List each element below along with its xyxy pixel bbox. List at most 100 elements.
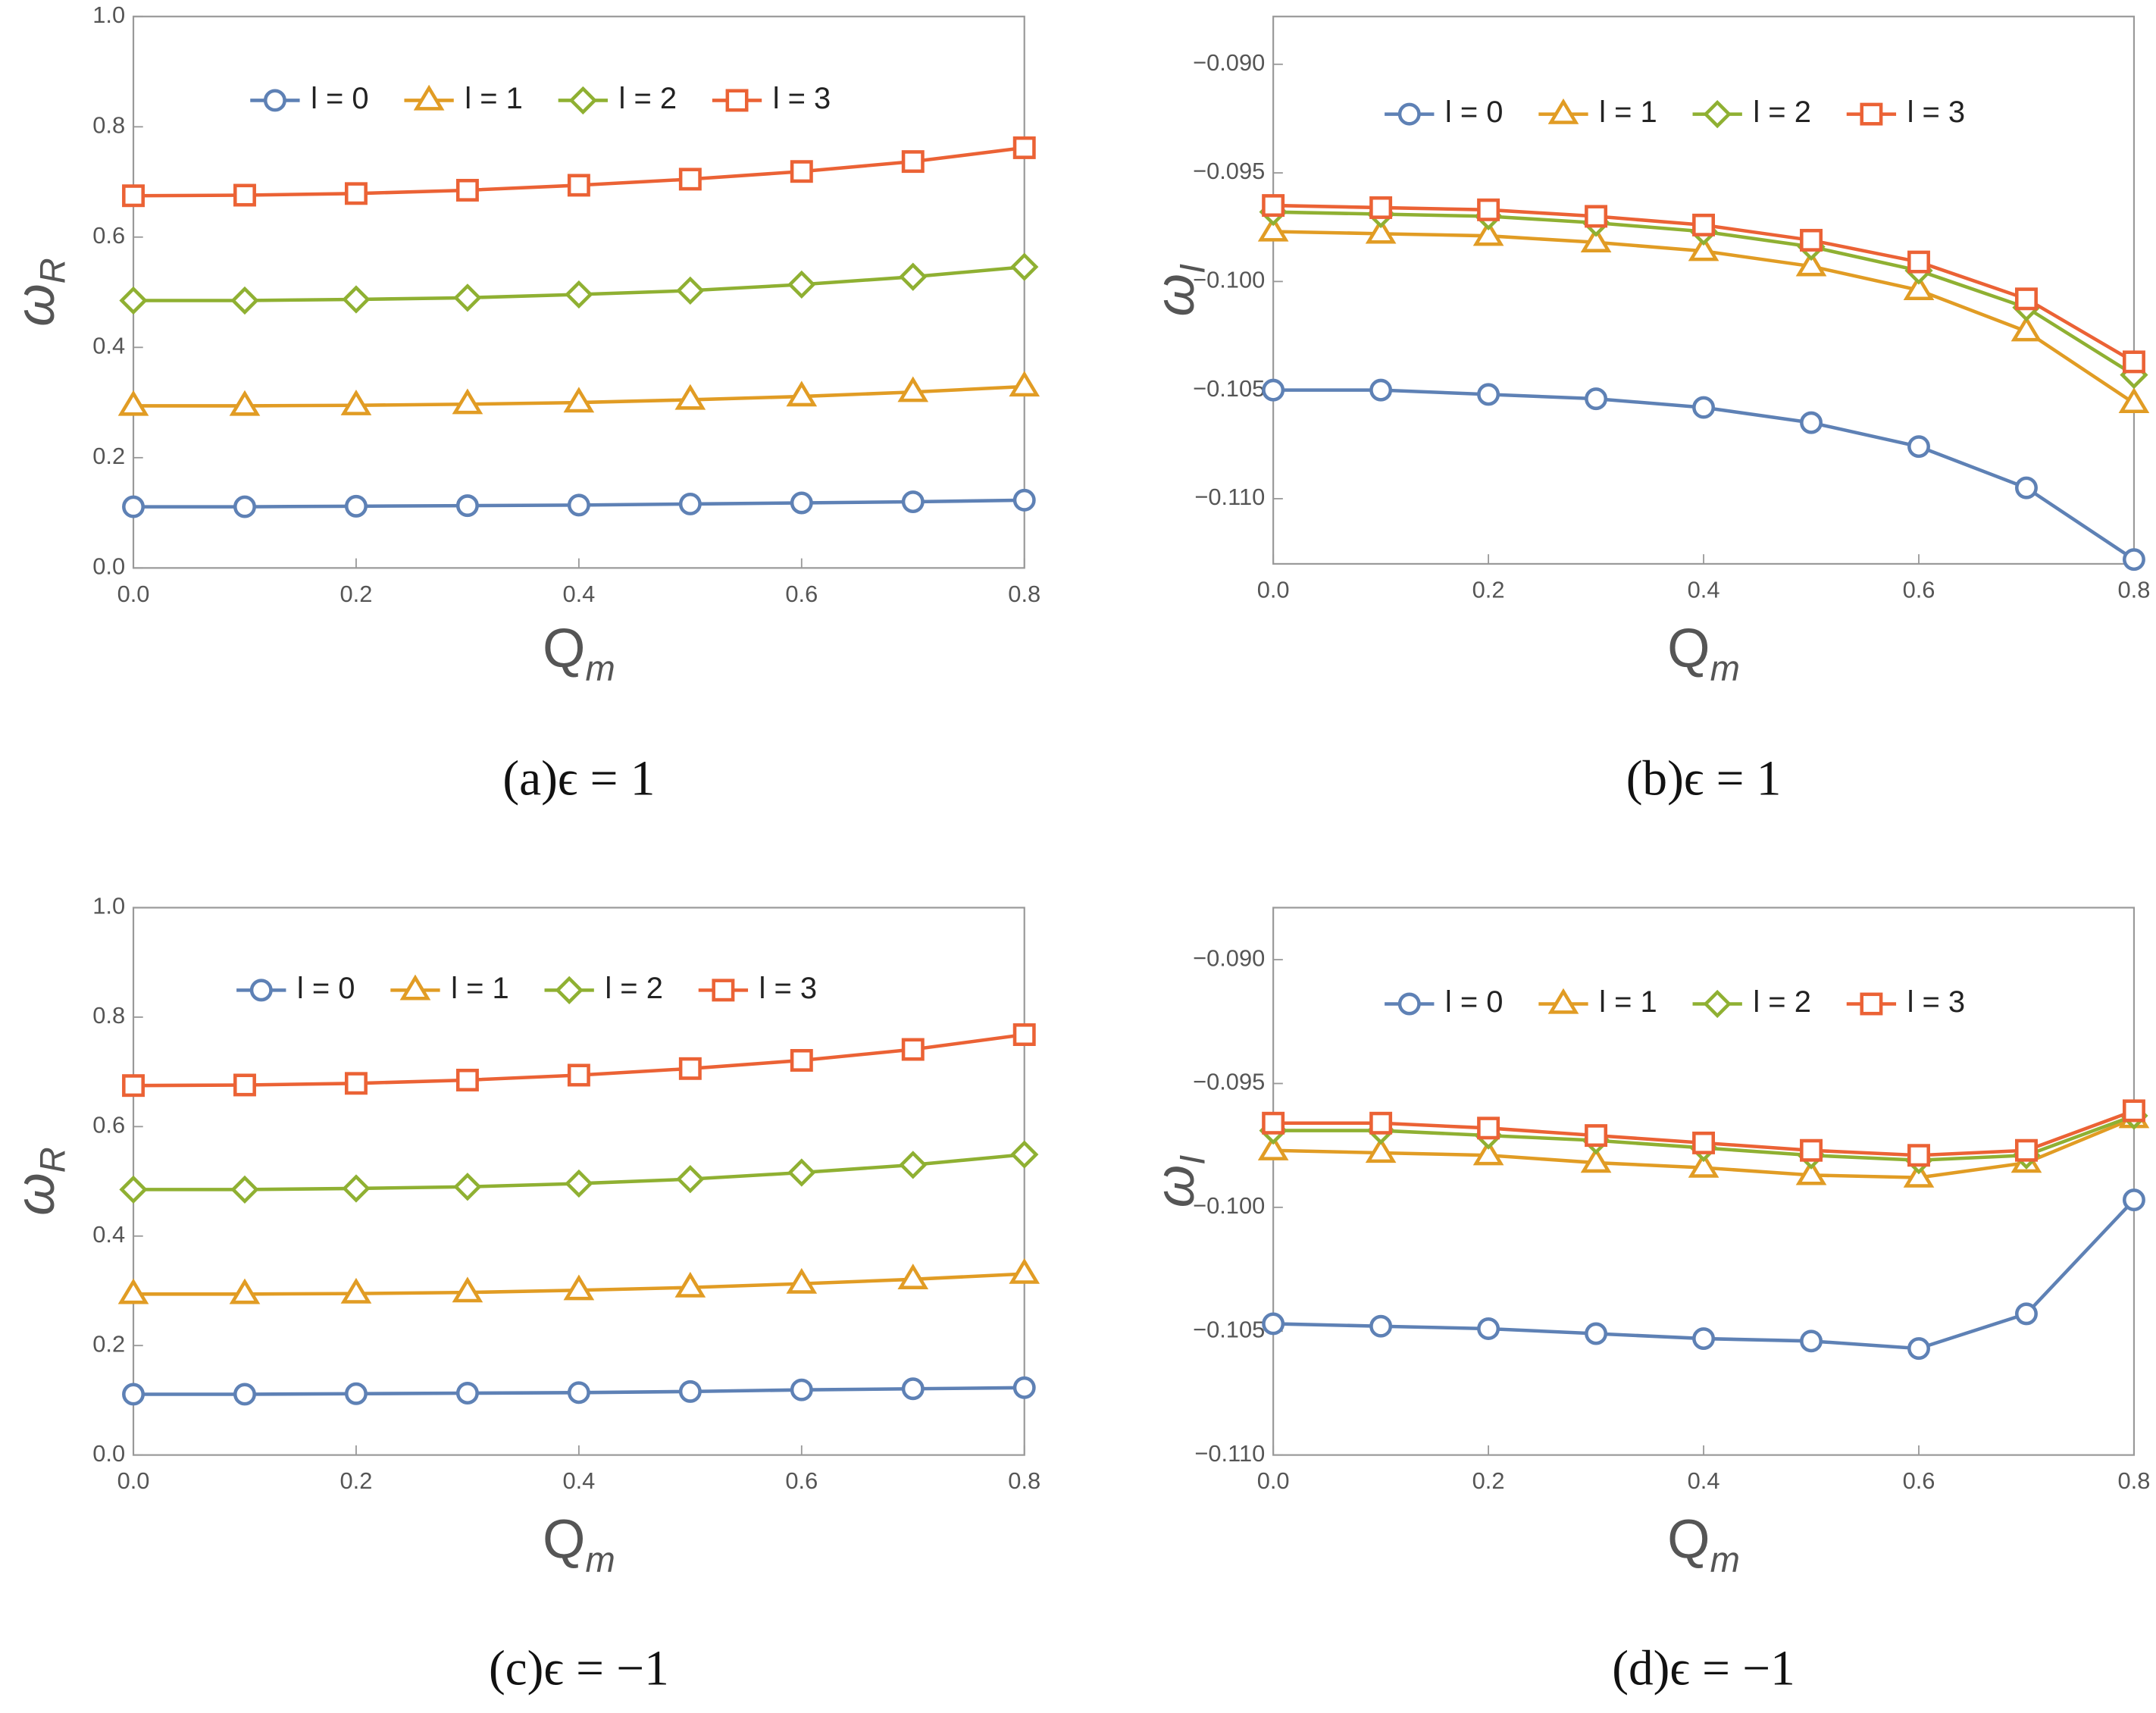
marker (790, 1048, 813, 1072)
legend-label: l = 3 (1907, 96, 1966, 129)
y-tick-label: 0.2 (92, 443, 125, 469)
legend-label: l = 3 (773, 82, 831, 115)
y-axis-label-sub: R (32, 1147, 72, 1173)
y-axis-label: ωR (5, 1147, 73, 1216)
legend-marker (1547, 98, 1579, 124)
legend-label: l = 3 (1907, 985, 1966, 1019)
marker (1369, 1111, 1393, 1135)
marker (1010, 252, 1039, 281)
x-axis-label: Qm (543, 618, 615, 688)
marker (1907, 1144, 1930, 1167)
x-axis-label-main: Q (543, 618, 585, 679)
caption: (d)ϵ = −1 (1612, 1642, 1795, 1696)
marker (901, 490, 925, 514)
y-axis-label-sub: I (1172, 1155, 1212, 1165)
x-tick-label: 0.2 (340, 581, 373, 607)
marker (1800, 1329, 1823, 1353)
x-tick-label: 0.6 (1903, 576, 1935, 603)
x-tick-label: 0.0 (1257, 1467, 1290, 1494)
marker (1903, 1161, 1935, 1188)
marker (344, 182, 368, 205)
marker (453, 283, 482, 312)
marker (1365, 1137, 1397, 1163)
marker (897, 376, 929, 402)
marker (567, 493, 590, 517)
marker (1907, 250, 1930, 274)
marker (567, 174, 590, 197)
marker (1257, 1134, 1289, 1160)
legend-marker (712, 979, 735, 1002)
marker (1477, 1317, 1500, 1340)
legend-marker (1860, 102, 1883, 126)
marker (901, 150, 925, 174)
marker (1262, 378, 1285, 402)
marker (452, 1276, 483, 1303)
marker (2122, 1099, 2145, 1123)
marker (565, 280, 593, 309)
x-axis-label-main: Q (1667, 1509, 1710, 1571)
marker (1903, 274, 1935, 300)
marker (674, 1271, 706, 1298)
x-tick-label: 0.0 (117, 581, 150, 607)
marker (678, 168, 702, 191)
x-tick-label: 0.0 (1257, 576, 1290, 603)
marker (1010, 1140, 1039, 1169)
marker (1477, 198, 1500, 221)
marker (1585, 1124, 1608, 1148)
marker (117, 390, 149, 416)
marker (1580, 227, 1612, 252)
marker (678, 492, 702, 515)
marker (1012, 1023, 1036, 1046)
marker (1907, 1337, 1930, 1361)
x-axis-label-main: Q (1667, 618, 1710, 679)
legend-marker (555, 976, 584, 1004)
marker (1009, 1257, 1040, 1284)
marker (2015, 1138, 2038, 1162)
legend-label: l = 0 (1445, 96, 1504, 129)
y-axis-label-sub: I (1172, 264, 1212, 274)
marker (119, 286, 148, 315)
marker (233, 1383, 256, 1406)
y-axis-label-main: ω (1144, 274, 1206, 317)
y-tick-label: 0.0 (92, 553, 125, 579)
marker (2122, 350, 2145, 374)
legend-label: l = 2 (1753, 96, 1811, 129)
y-tick-label: 0.8 (92, 111, 125, 138)
x-tick-label: 0.6 (785, 1467, 818, 1494)
legend-marker (1397, 992, 1421, 1016)
y-tick-label: 1.0 (92, 893, 125, 919)
legend-marker (399, 974, 431, 1001)
marker (233, 495, 256, 518)
marker (1262, 1111, 1285, 1135)
y-tick-label: −0.105 (1193, 1316, 1265, 1342)
marker (344, 494, 368, 518)
marker (1012, 488, 1036, 512)
marker (901, 1377, 925, 1401)
legend-marker (1860, 992, 1883, 1016)
marker (1585, 205, 1608, 228)
x-tick-label: 0.2 (1472, 576, 1505, 603)
x-tick-label: 0.8 (2118, 1467, 2151, 1494)
marker (565, 1169, 593, 1198)
marker (342, 285, 371, 314)
y-tick-label: 0.6 (92, 1111, 125, 1138)
legend-marker (413, 84, 445, 111)
x-axis-label-sub: m (1710, 1539, 1740, 1580)
marker (563, 387, 595, 413)
marker (1477, 1116, 1500, 1140)
legend-marker (1547, 988, 1579, 1014)
marker (1692, 1327, 1716, 1351)
marker (787, 1158, 816, 1187)
marker (122, 184, 145, 208)
legend-label: l = 2 (605, 972, 663, 1005)
marker (1009, 371, 1040, 397)
marker (2122, 1188, 2145, 1212)
marker (342, 1174, 371, 1203)
y-tick-label: 0.6 (92, 222, 125, 249)
marker (899, 1151, 928, 1179)
marker (117, 1278, 149, 1304)
marker (1795, 250, 1827, 277)
marker (340, 1277, 372, 1304)
y-axis-label-main: ω (1144, 1165, 1206, 1208)
marker (1369, 1314, 1393, 1338)
